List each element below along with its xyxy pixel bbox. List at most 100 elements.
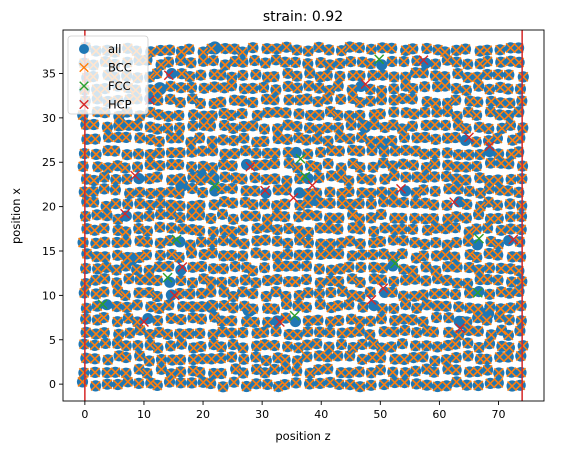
point-bcc bbox=[247, 199, 259, 210]
point-bcc bbox=[207, 237, 218, 248]
point-bcc bbox=[484, 262, 495, 274]
point-bcc bbox=[334, 58, 346, 69]
point-bcc bbox=[312, 96, 324, 107]
point-bcc bbox=[379, 222, 391, 233]
point-bcc bbox=[333, 315, 344, 326]
point-bcc bbox=[122, 376, 133, 387]
point-bcc bbox=[269, 364, 280, 375]
point-bcc bbox=[420, 261, 432, 272]
point-bcc bbox=[228, 276, 239, 287]
point-bcc bbox=[333, 122, 344, 133]
x-tick-label: 50 bbox=[373, 408, 387, 421]
point-bcc bbox=[407, 121, 418, 132]
series-hcp bbox=[120, 55, 519, 334]
point-bcc bbox=[133, 223, 144, 234]
point-all bbox=[271, 315, 283, 327]
point-bcc bbox=[314, 327, 325, 338]
point-bcc bbox=[238, 133, 250, 144]
point-bcc bbox=[515, 380, 526, 391]
point-bcc bbox=[99, 172, 110, 183]
point-bcc bbox=[102, 354, 114, 365]
point-bcc bbox=[226, 226, 238, 237]
point-bcc bbox=[399, 325, 411, 336]
point-bcc bbox=[495, 44, 506, 55]
point-bcc bbox=[388, 276, 399, 287]
point-bcc bbox=[442, 160, 453, 171]
point-bcc bbox=[99, 183, 110, 194]
y-axis: 0 5 10 15 20 25 30 35 bbox=[42, 67, 63, 391]
point-bcc bbox=[410, 67, 421, 78]
point-bcc bbox=[472, 304, 484, 315]
point-bcc bbox=[451, 57, 462, 68]
point-bcc bbox=[462, 59, 473, 70]
point-bcc bbox=[336, 172, 347, 183]
point-bcc bbox=[196, 314, 207, 325]
point-bcc bbox=[133, 287, 145, 298]
point-bcc bbox=[173, 110, 184, 121]
point-bcc bbox=[206, 353, 217, 364]
x-tick-label: 30 bbox=[255, 408, 269, 421]
point-bcc bbox=[124, 328, 135, 339]
point-bcc bbox=[485, 378, 496, 389]
point-hcp bbox=[418, 55, 429, 66]
point-bcc bbox=[471, 110, 482, 121]
point-bcc bbox=[428, 367, 440, 378]
point-bcc bbox=[354, 198, 365, 209]
point-bcc bbox=[239, 301, 250, 312]
point-bcc bbox=[482, 223, 493, 234]
point-bcc bbox=[325, 275, 336, 286]
point-bcc bbox=[184, 71, 195, 82]
point-bcc bbox=[218, 108, 230, 119]
point-bcc bbox=[398, 264, 409, 275]
point-bcc bbox=[430, 223, 441, 234]
point-bcc bbox=[280, 363, 291, 374]
point-hcp bbox=[130, 170, 141, 181]
point-bcc bbox=[400, 145, 411, 156]
point-bcc bbox=[81, 248, 92, 259]
point-bcc bbox=[145, 301, 156, 312]
point-bcc bbox=[473, 81, 484, 92]
point-bcc bbox=[207, 162, 218, 174]
point-bcc bbox=[376, 209, 387, 220]
point-bcc bbox=[240, 197, 251, 208]
point-bcc bbox=[496, 225, 507, 236]
point-bcc bbox=[215, 353, 227, 364]
point-bcc bbox=[409, 109, 420, 120]
point-bcc bbox=[209, 199, 220, 210]
point-bcc bbox=[430, 134, 441, 145]
point-bcc bbox=[387, 252, 398, 263]
point-bcc bbox=[177, 301, 188, 312]
point-bcc bbox=[290, 261, 301, 272]
point-bcc bbox=[269, 340, 280, 351]
point-bcc bbox=[354, 42, 365, 53]
point-bcc bbox=[377, 70, 388, 81]
point-bcc bbox=[281, 42, 292, 53]
point-bcc bbox=[122, 198, 133, 210]
point-bcc bbox=[282, 238, 293, 249]
point-bcc bbox=[176, 68, 187, 79]
point-bcc bbox=[312, 134, 323, 145]
point-bcc bbox=[294, 173, 305, 184]
point-bcc bbox=[199, 83, 210, 94]
point-bcc bbox=[154, 327, 165, 338]
point-bcc bbox=[238, 367, 249, 379]
point-bcc bbox=[401, 107, 412, 118]
point-bcc bbox=[272, 274, 283, 285]
point-bcc bbox=[492, 249, 503, 261]
legend-marker-hcp bbox=[79, 99, 89, 110]
point-bcc bbox=[302, 197, 314, 208]
point-bcc bbox=[226, 315, 237, 326]
point-bcc bbox=[481, 315, 492, 326]
point-bcc bbox=[163, 261, 174, 272]
point-bcc bbox=[102, 162, 114, 173]
point-bcc bbox=[258, 327, 269, 338]
point-bcc bbox=[482, 364, 493, 376]
point-bcc bbox=[407, 224, 418, 235]
point-bcc bbox=[101, 367, 113, 378]
point-bcc bbox=[357, 57, 368, 68]
point-bcc bbox=[239, 238, 250, 249]
point-bcc bbox=[323, 44, 335, 55]
point-bcc bbox=[250, 69, 261, 80]
point-bcc bbox=[145, 200, 156, 211]
point-bcc bbox=[314, 83, 325, 94]
